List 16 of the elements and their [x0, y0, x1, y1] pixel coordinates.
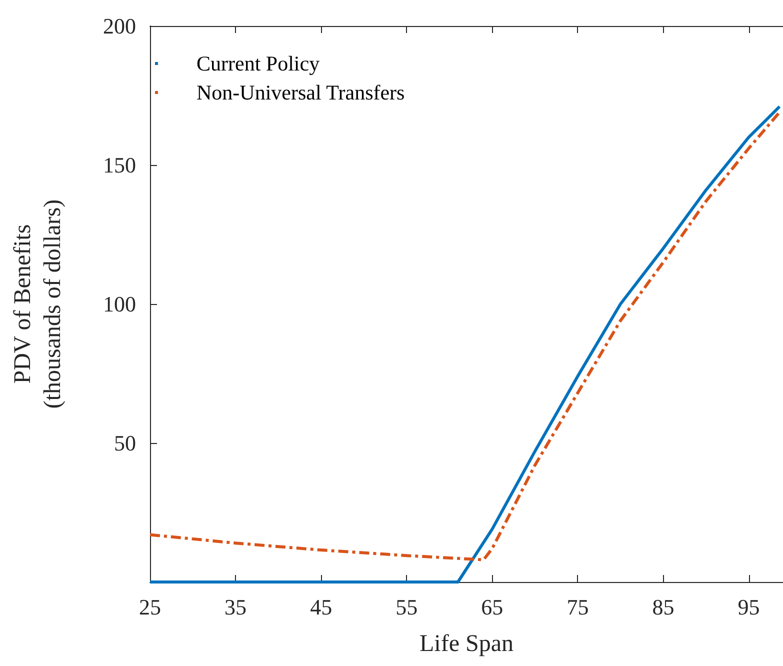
x-tick-label: 85 [652, 594, 674, 620]
x-tick-label: 35 [224, 594, 247, 620]
legend-label: Current Policy [196, 52, 320, 76]
x-tick-label: 95 [738, 594, 760, 620]
x-tick-label: 75 [566, 594, 589, 620]
y-tick-label: 100 [103, 292, 136, 316]
legend-label: Non-Universal Transfers [196, 80, 405, 104]
y-tick-label: 150 [103, 152, 136, 178]
x-axis-title: Life Span [420, 631, 514, 657]
x-tick-label: 25 [139, 594, 161, 620]
x-tick-label: 45 [310, 594, 332, 620]
y-axis-title: PDV of Benefits (thousands of dollars) [10, 199, 66, 409]
y-tick-label: 200 [103, 14, 136, 38]
x-tick-label: 55 [396, 594, 418, 620]
x-tick-label: 65 [481, 594, 504, 620]
y-tick-label: 50 [114, 430, 136, 456]
